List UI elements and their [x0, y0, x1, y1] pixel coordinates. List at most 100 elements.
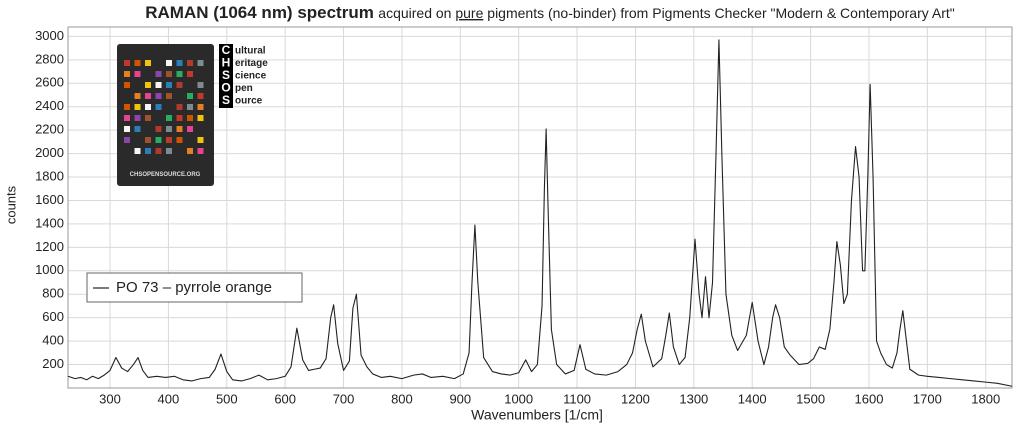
swatch	[124, 126, 130, 132]
swatch	[155, 71, 162, 77]
swatch	[176, 60, 183, 66]
swatch	[197, 115, 204, 121]
x-axis-label: Wavenumbers [1/cm]	[471, 407, 603, 423]
x-tick-label: 1800	[971, 391, 1000, 406]
swatch	[155, 93, 162, 99]
swatch	[187, 60, 193, 66]
swatch	[197, 60, 204, 66]
y-tick-label: 1600	[35, 192, 64, 207]
swatch	[187, 93, 193, 99]
swatch	[134, 126, 141, 132]
swatch	[176, 104, 183, 110]
swatch	[197, 104, 204, 110]
swatch	[176, 126, 183, 132]
swatch	[134, 93, 141, 99]
y-axis-label: counts	[3, 185, 18, 224]
swatch	[124, 71, 130, 77]
x-tick-label: 500	[216, 391, 238, 406]
subtitle: acquired on	[378, 5, 455, 21]
swatch	[166, 126, 172, 132]
x-tick-label: 600	[274, 391, 296, 406]
swatch	[124, 137, 130, 143]
swatch	[155, 148, 162, 154]
logo-word: cience	[235, 71, 267, 82]
swatch	[145, 137, 151, 143]
swatch	[155, 82, 162, 88]
swatch	[124, 104, 130, 110]
swatch	[197, 137, 204, 143]
x-tick-label: 1400	[738, 391, 767, 406]
swatch	[166, 93, 172, 99]
swatch	[145, 104, 151, 110]
swatch	[197, 93, 204, 99]
logo-letter: H	[222, 56, 231, 70]
swatch	[166, 148, 172, 154]
swatch	[155, 104, 162, 110]
swatch	[166, 82, 172, 88]
y-tick-label: 3000	[35, 28, 64, 43]
logo-letter: O	[221, 81, 230, 95]
x-tick-label: 900	[449, 391, 471, 406]
swatch	[134, 104, 141, 110]
x-tick-label: 1500	[796, 391, 825, 406]
marks	[67, 39, 1013, 387]
x-tick-label: 1000	[504, 391, 533, 406]
x-tick-label: 1700	[913, 391, 942, 406]
y-tick-label: 2600	[35, 75, 64, 90]
swatch	[166, 60, 172, 66]
y-tick-label: 600	[42, 309, 64, 324]
swatch	[166, 115, 172, 121]
chart-title-line: RAMAN (1064 nm) spectrum acquired on pur…	[145, 3, 955, 22]
y-tick-label: 1200	[35, 239, 64, 254]
swatch	[145, 60, 151, 66]
logo-caption: CHSOPENSOURCE.ORG	[130, 172, 201, 178]
swatch	[145, 93, 151, 99]
legend-label: PO 73 – pyrrole orange	[116, 279, 272, 296]
swatch	[197, 148, 204, 154]
swatch	[176, 115, 183, 121]
y-tick-label: 1400	[35, 215, 64, 230]
logo-word: pen	[235, 83, 253, 94]
swatch	[145, 82, 151, 88]
swatch	[166, 137, 172, 143]
swatch	[124, 82, 130, 88]
swatch	[187, 115, 193, 121]
swatch	[134, 115, 141, 121]
x-tick-label: 300	[99, 391, 121, 406]
swatch	[176, 71, 183, 77]
y-tick-label: 1800	[35, 168, 64, 183]
swatch	[176, 82, 183, 88]
swatch	[187, 104, 193, 110]
x-tick-label: 400	[158, 391, 180, 406]
subtitle: pigments (no-binder) from Pigments Check…	[483, 5, 954, 21]
grid: 300 400 500 600 700 800 900 1000 1100 1200 1300 140…	[35, 27, 1012, 406]
subtitle-underlined: pure	[455, 5, 483, 21]
y-tick-label: 400	[42, 333, 64, 348]
y-tick-label: 2800	[35, 51, 64, 66]
logo-word: ultural	[235, 46, 266, 57]
x-tick-label: 1300	[679, 391, 708, 406]
y-tick-label: 2200	[35, 122, 64, 137]
swatch	[145, 115, 151, 121]
swatch	[187, 148, 193, 154]
swatches	[124, 60, 204, 154]
swatch	[155, 137, 162, 143]
y-tick-label: 200	[42, 356, 64, 371]
swatch	[134, 71, 141, 77]
x-tick-label: 1600	[855, 391, 884, 406]
swatch	[176, 137, 183, 143]
logo-word: eritage	[235, 58, 268, 69]
logo-word: ource	[235, 96, 263, 107]
swatch	[145, 148, 151, 154]
spectrum-line	[67, 39, 1013, 387]
swatch	[197, 82, 204, 88]
swatch	[187, 71, 193, 77]
x-tick-label: 1200	[621, 391, 650, 406]
legend-box	[86, 272, 303, 303]
swatch	[134, 60, 141, 66]
plot-frame	[67, 26, 1013, 389]
y-tick-label: 1000	[35, 262, 64, 277]
